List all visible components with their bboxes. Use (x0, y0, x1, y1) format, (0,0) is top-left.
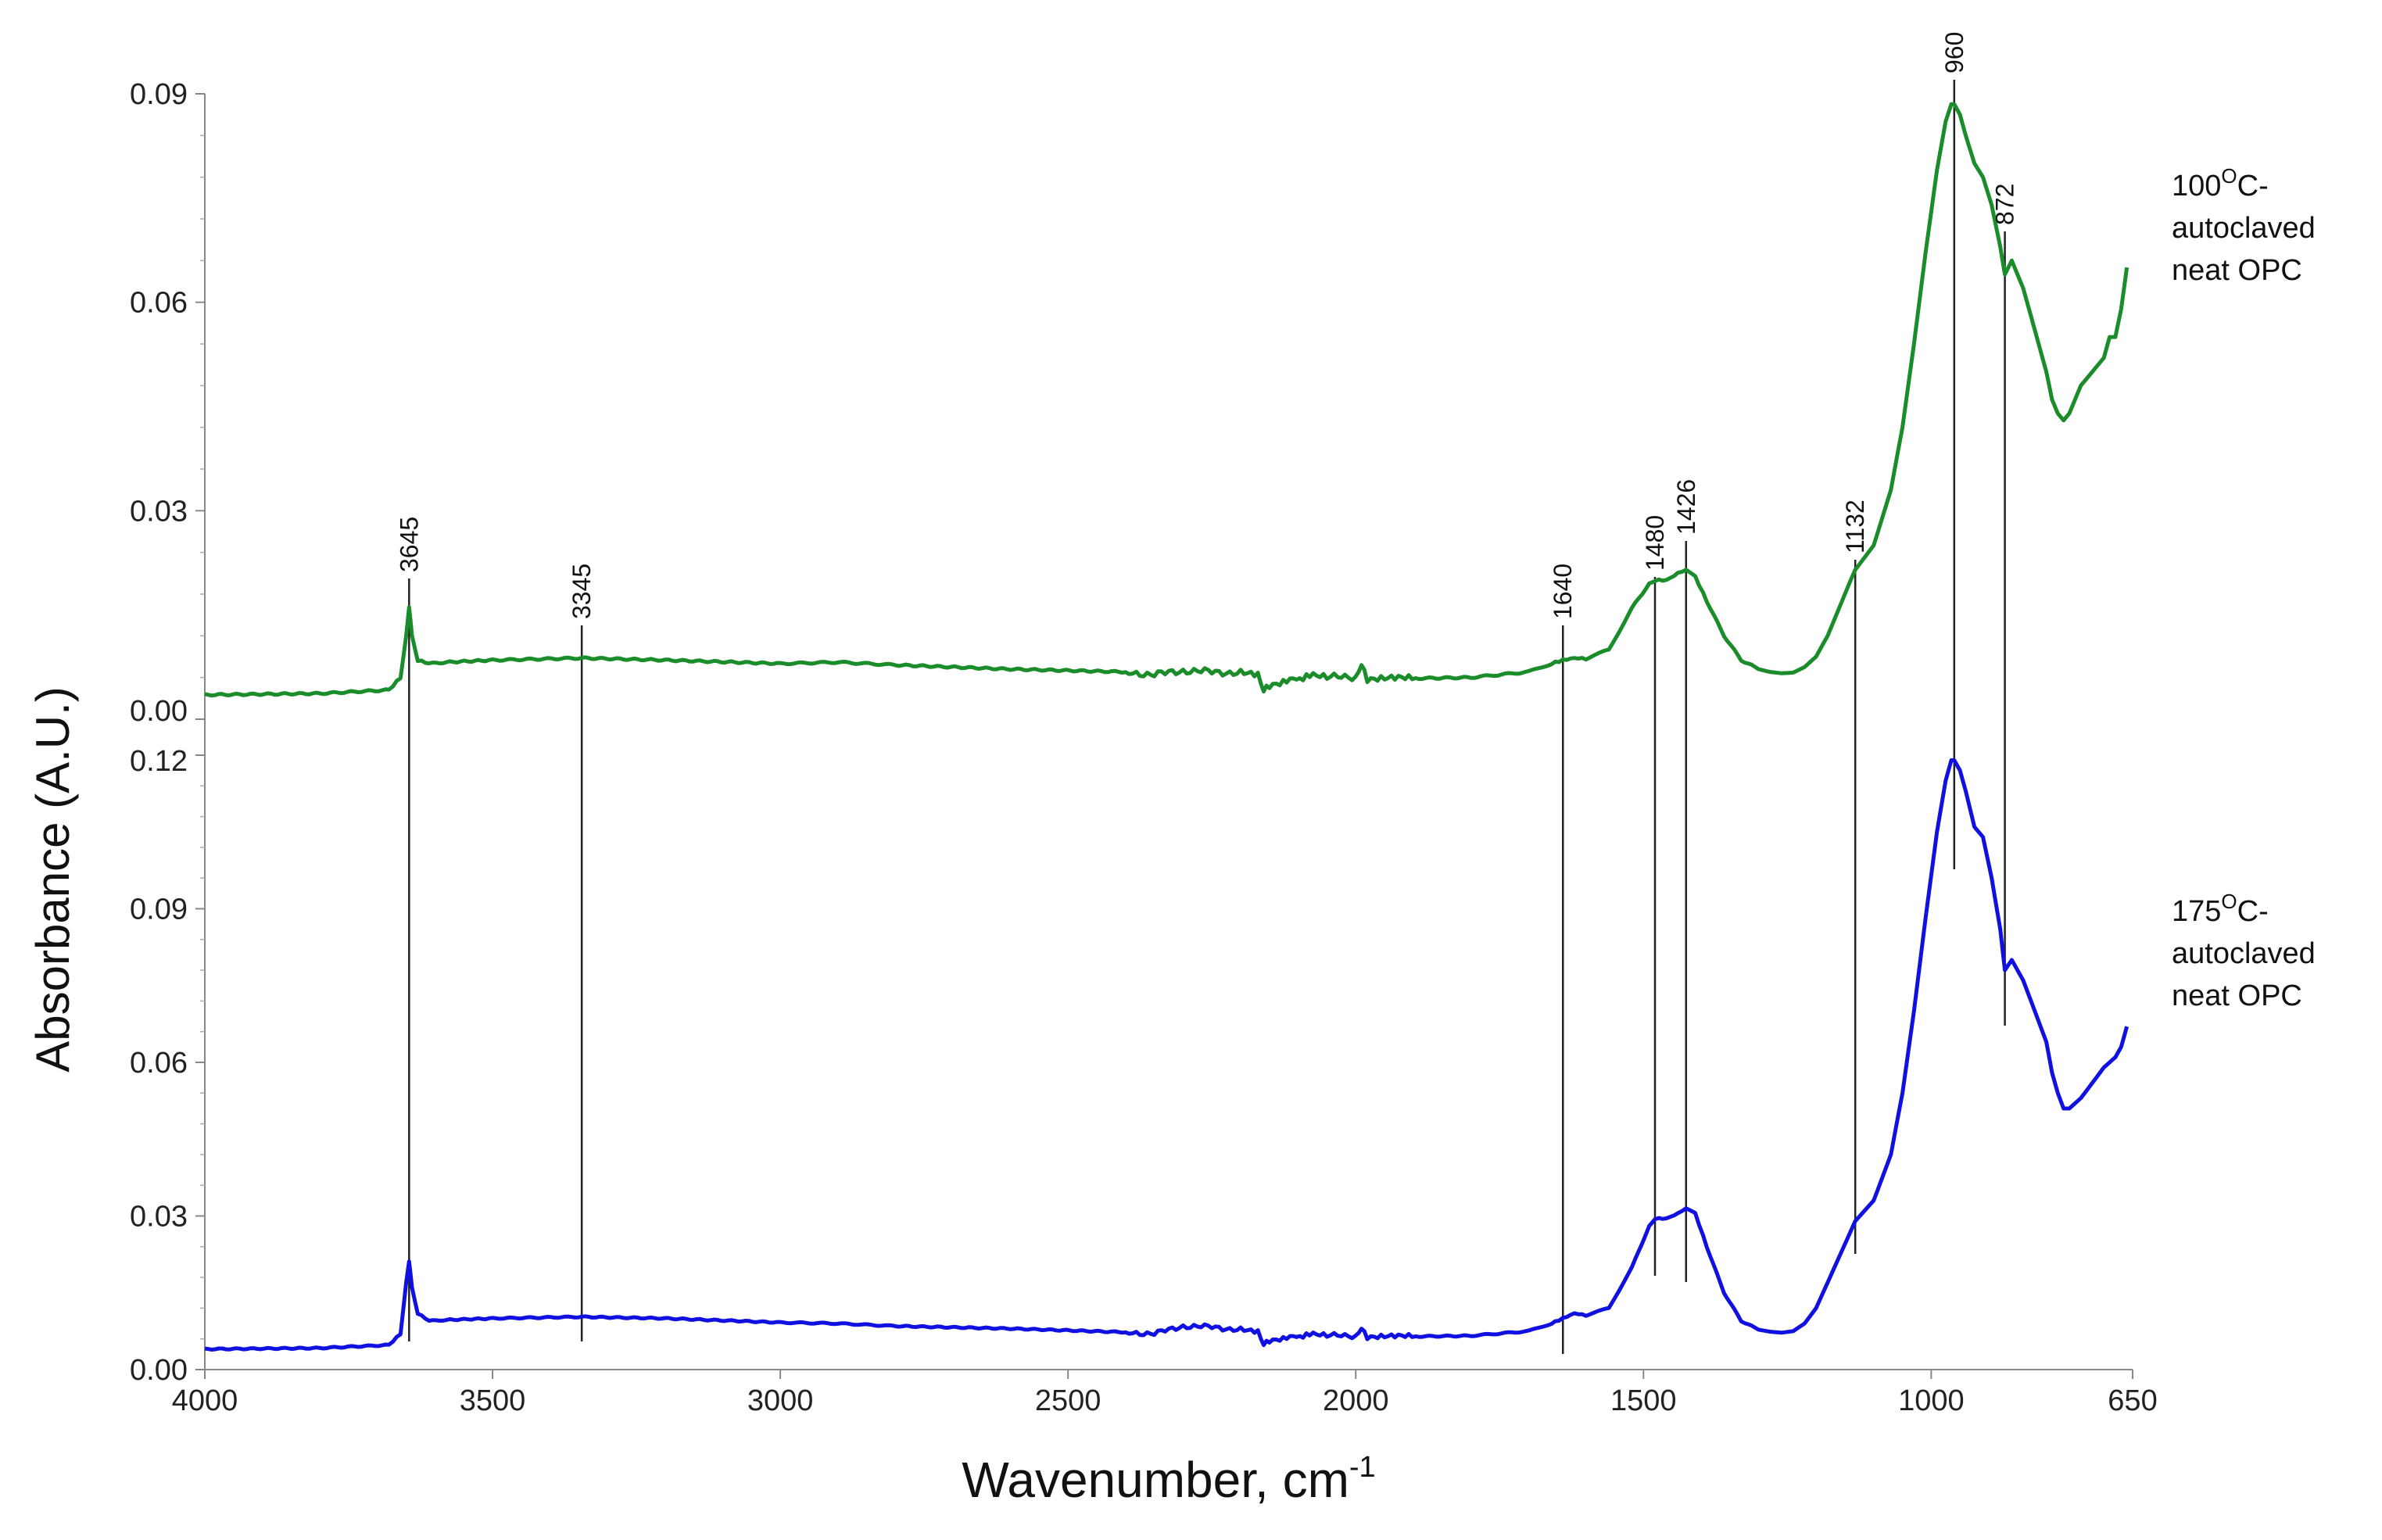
y-tick-label: 0.06 (130, 1047, 188, 1080)
peak-marker-label: 1426 (1672, 479, 1700, 535)
y-tick-label: 0.06 (130, 287, 188, 320)
x-tick-label: 4000 (172, 1384, 238, 1417)
peak-marker-label: 1132 (1841, 500, 1869, 553)
peak-marker-label: 1480 (1641, 515, 1669, 571)
y-tick-label: 0.00 (130, 1354, 188, 1387)
series-label-line: 100OC- (2172, 164, 2269, 202)
x-tick-label: 3500 (460, 1384, 526, 1417)
series-label-line: autoclaved (2172, 212, 2316, 245)
peak-marker-label: 872 (1991, 184, 2019, 225)
spectra (204, 102, 2129, 1352)
y-tick-label: 0.03 (130, 495, 188, 528)
peak-marker-label: 960 (1940, 32, 1968, 73)
peak-marker-label: 3645 (395, 517, 423, 572)
x-axis-title-superscript: -1 (1349, 1451, 1376, 1484)
series-label-line: neat OPC (2172, 980, 2302, 1012)
series-line-1 (204, 758, 2129, 1352)
series-label: 175OC-autoclaved neat OPC (2172, 890, 2316, 1012)
series-label-line: neat OPC (2172, 254, 2302, 287)
peak-marker-label: 3345 (568, 564, 596, 619)
peak-marker-lines (408, 80, 2006, 1354)
y-tick-label: 0.09 (130, 894, 188, 926)
x-tick-label: 1000 (1898, 1384, 1965, 1417)
series-label: 100OC-autoclaved neat OPC (2172, 164, 2316, 287)
axes: 0.00 0.03 0.06 0.09 0.00 0.03 0.06 0.09 0.12 4000… (27, 78, 2158, 1508)
x-tick-label: 2500 (1035, 1384, 1101, 1417)
x-tick-label: 3000 (747, 1384, 814, 1417)
y-tick-label: 0.09 (130, 78, 188, 111)
series-line-0 (204, 102, 2129, 698)
y-tick-label: 0.00 (130, 695, 188, 728)
y-tick-label: 0.12 (130, 745, 188, 778)
y-tick-label: 0.03 (130, 1201, 188, 1234)
peak-marker-label: 1640 (1549, 564, 1577, 619)
y-axis-title: Absorbance (A.U.) (27, 686, 79, 1073)
x-axis-title: Wavenumber, cm-1 (962, 1451, 1375, 1508)
x-tick-label: 1500 (1610, 1384, 1677, 1417)
x-tick-label: 650 (2108, 1384, 2157, 1417)
series-label-line: autoclaved (2172, 937, 2316, 970)
series-label-line: 175OC- (2172, 890, 2269, 928)
x-tick-label: 2000 (1323, 1384, 1389, 1417)
